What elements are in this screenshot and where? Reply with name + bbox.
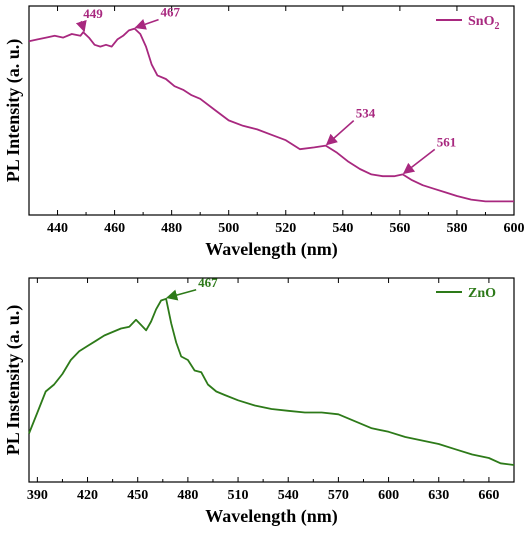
annotation-label: 561 xyxy=(437,134,457,149)
x-tick-label: 540 xyxy=(332,221,353,236)
x-tick-label: 570 xyxy=(328,488,349,503)
x-tick-label: 390 xyxy=(27,488,48,503)
x-tick-label: 600 xyxy=(378,488,399,503)
annotation-label: 534 xyxy=(356,106,376,121)
x-axis-title: Wavelength (nm) xyxy=(205,506,338,527)
x-tick-label: 440 xyxy=(47,221,68,236)
y-axis-title: PL Intensity (a. u.) xyxy=(3,39,24,183)
legend-label-subscript: 2 xyxy=(494,21,499,32)
x-tick-label: 540 xyxy=(278,488,299,503)
annotation-arrow xyxy=(325,120,355,146)
annotation-arrow xyxy=(166,288,197,301)
plot-frame xyxy=(28,277,515,483)
x-tick-label: 560 xyxy=(389,221,410,236)
y-axis-title: PL Instensity (a. u.) xyxy=(3,305,24,456)
x-tick-label: 600 xyxy=(504,221,525,236)
x-tick-label: 420 xyxy=(77,488,98,503)
x-tick-label: 450 xyxy=(127,488,148,503)
legend-label-main: ZnO xyxy=(468,286,496,301)
plot-frame xyxy=(28,5,515,216)
legend-label: ZnO xyxy=(468,286,496,301)
annotation-label: 467 xyxy=(198,275,218,290)
x-tick-label: 480 xyxy=(161,221,182,236)
x-tick-label: 580 xyxy=(446,221,467,236)
legend-label: SnO2 xyxy=(468,14,499,32)
x-tick-label: 460 xyxy=(104,221,125,236)
chart-panel-2: 390 420 450 480 510 540 570 600 630 660 Wavelength… xyxy=(3,275,515,527)
x-tick-label: 630 xyxy=(428,488,449,503)
legend-label-main: SnO xyxy=(468,14,495,29)
series-line-1 xyxy=(28,297,515,466)
annotation-label: 467 xyxy=(161,5,181,20)
annotation-arrow xyxy=(134,18,159,30)
annotation-arrow xyxy=(75,19,87,33)
x-tick-label: 520 xyxy=(275,221,296,236)
series-line-1 xyxy=(28,27,514,203)
x-tick-label: 500 xyxy=(218,221,239,236)
x-axis-title: Wavelength (nm) xyxy=(205,239,338,260)
annotation-arrow xyxy=(402,148,436,175)
x-tick-label: 660 xyxy=(478,488,499,503)
annotation-label: 449 xyxy=(83,6,103,21)
x-tick-label: 510 xyxy=(228,488,249,503)
chart-panel-1: 440 460 480 500 520 540 560 580 600 Wavelength (n… xyxy=(3,5,525,260)
x-tick-label: 480 xyxy=(177,488,198,503)
